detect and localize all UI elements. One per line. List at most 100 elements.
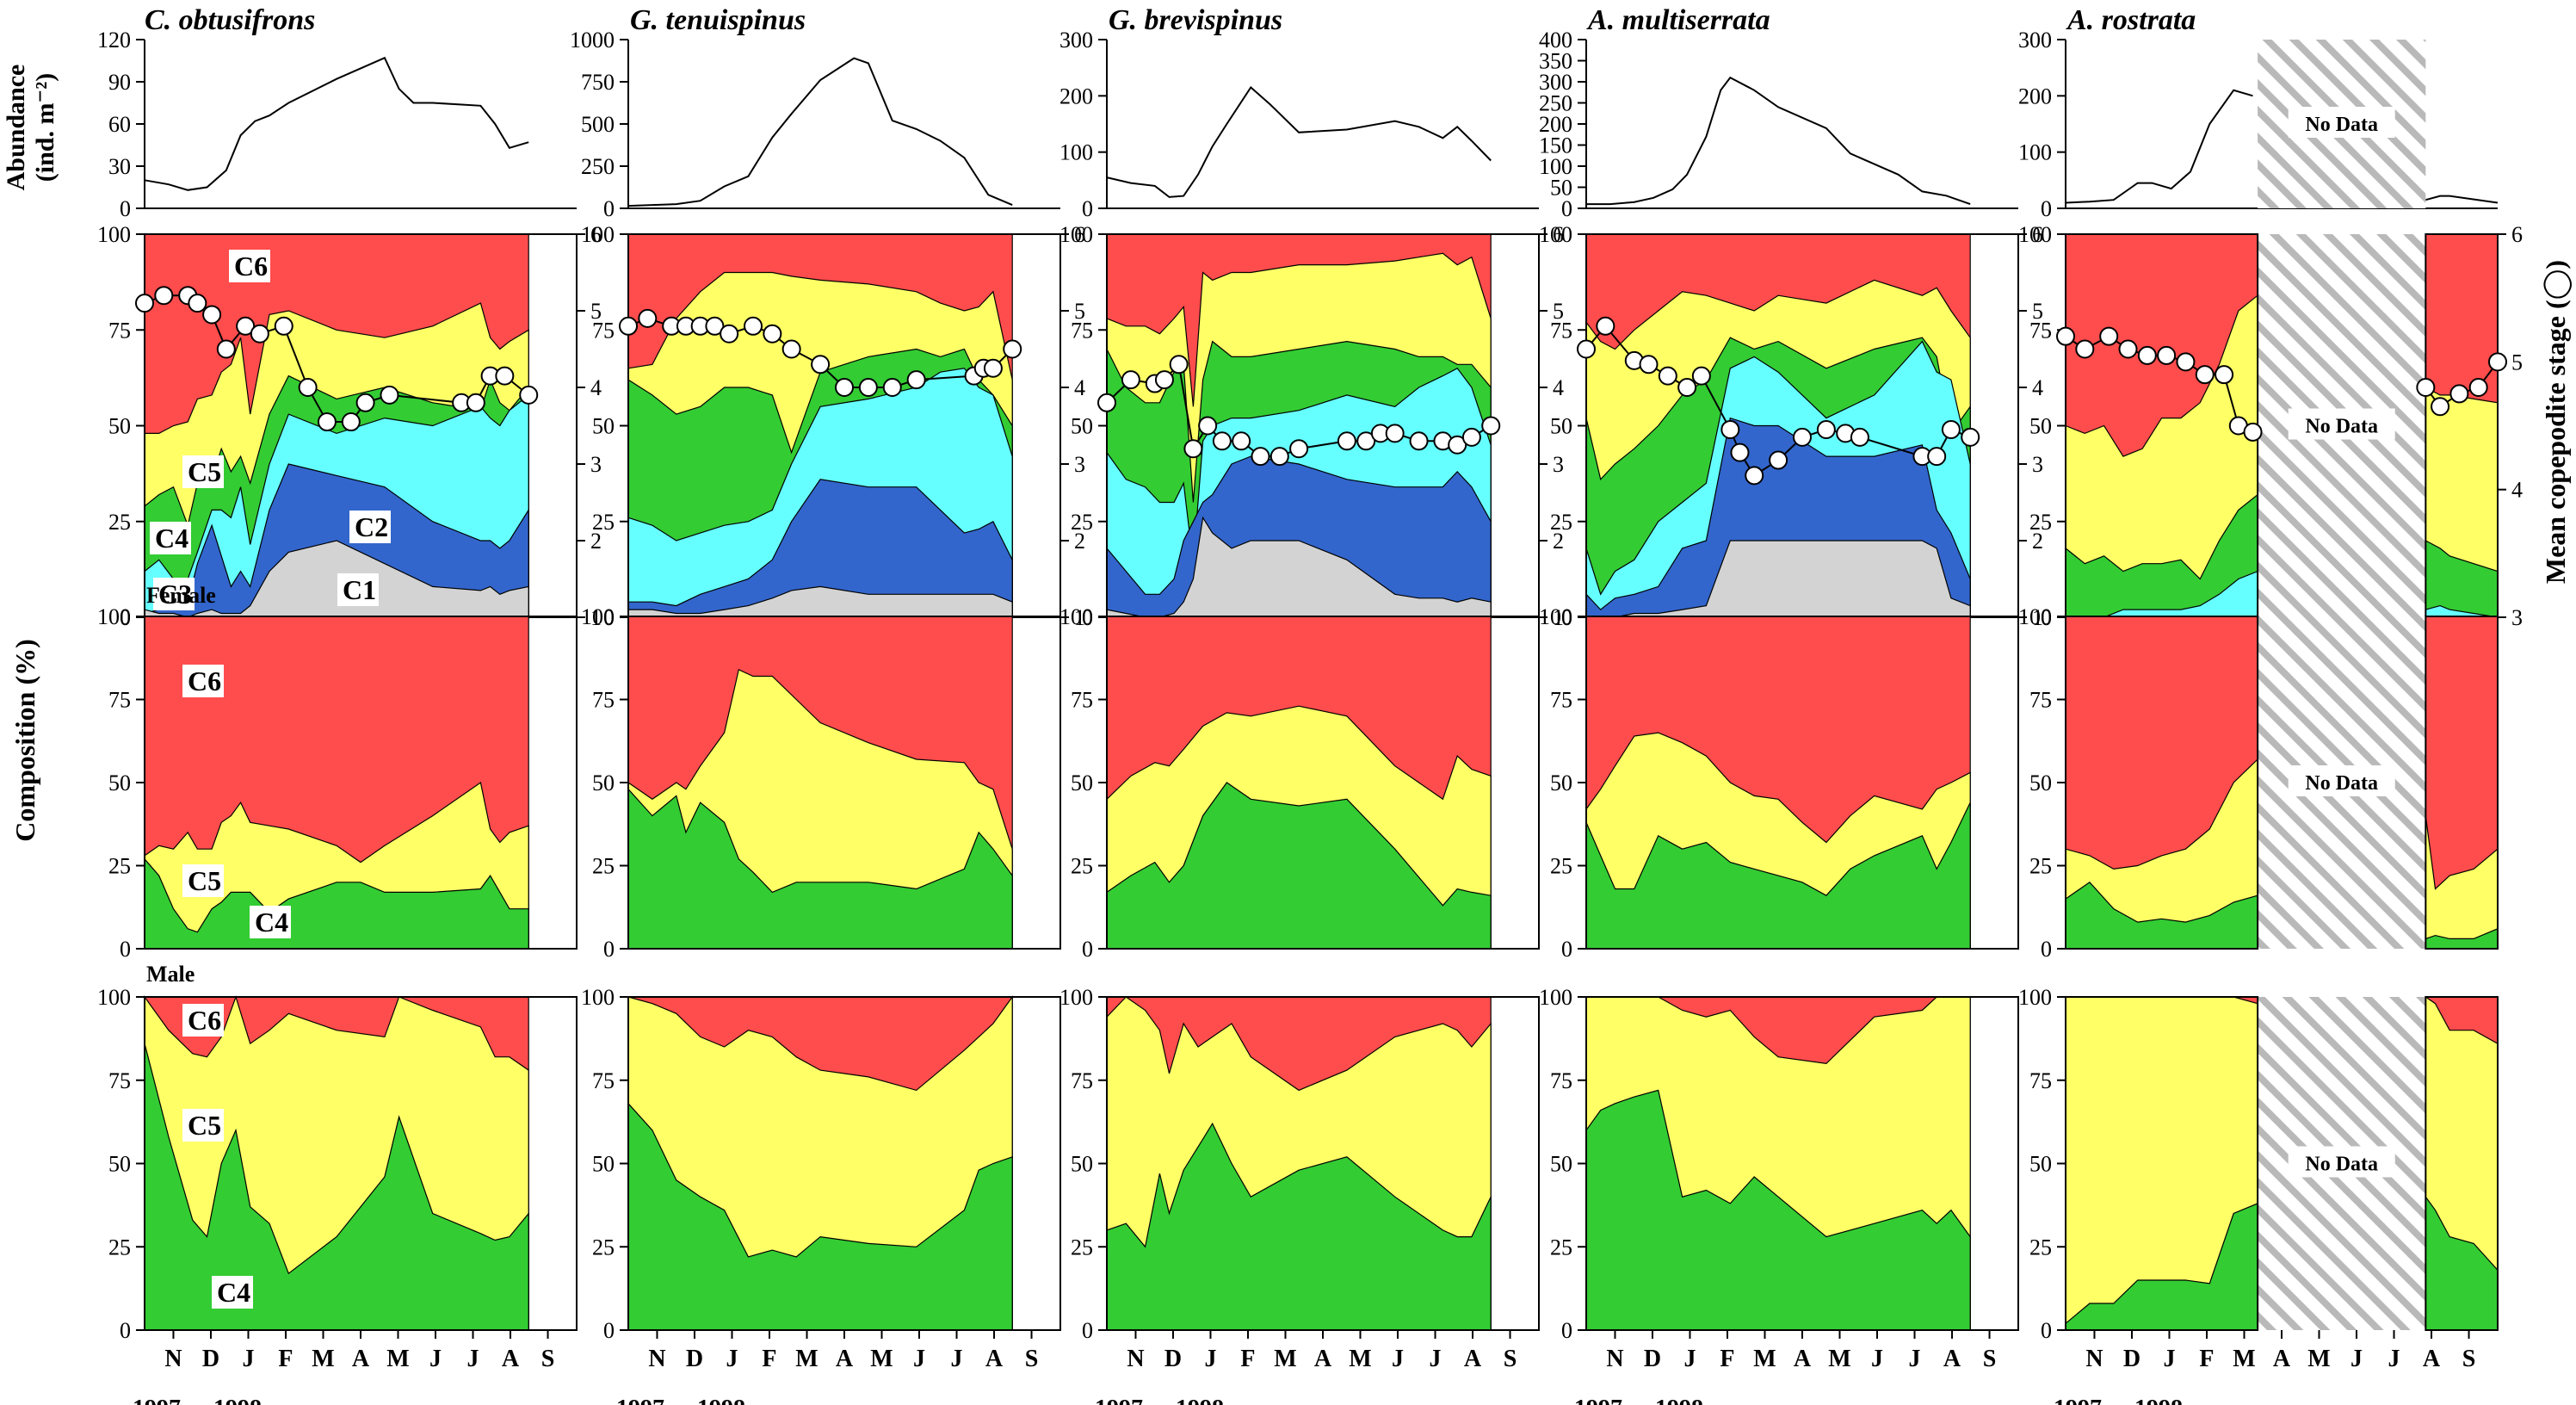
y2-tick-label: 4 xyxy=(1553,375,1564,400)
y-tick-label: 50 xyxy=(592,771,615,795)
y-tick-label: 0 xyxy=(2041,196,2052,221)
panel-frame xyxy=(2425,616,2499,950)
stage-label: C5 xyxy=(188,456,221,487)
month-label: S xyxy=(541,1346,555,1372)
month-label: S xyxy=(2462,1346,2476,1372)
stage-label: C6 xyxy=(188,665,221,696)
species-title: C. obtusifrons xyxy=(145,4,315,36)
no-data-label: No Data xyxy=(2305,416,2378,438)
y-tick-label: 0 xyxy=(603,196,615,221)
y-tick-label: 300 xyxy=(2018,28,2052,53)
female-label: Female xyxy=(146,583,216,608)
month-label: J xyxy=(1392,1346,1404,1372)
stack-all-3 xyxy=(1585,233,1971,618)
month-label: F xyxy=(1240,1346,1255,1372)
y-tick-label: 50 xyxy=(1550,414,1572,439)
abundance-line xyxy=(627,57,1013,207)
y-tick-label: 50 xyxy=(2029,771,2052,795)
stack-all-4-a xyxy=(2065,233,2258,618)
mean-stage-point xyxy=(1337,431,1356,451)
stage-label-bg xyxy=(182,665,224,697)
month-label: J xyxy=(1204,1346,1216,1372)
stage-label: C5 xyxy=(188,865,221,896)
composition-ylabel: Composition (%) xyxy=(9,639,40,842)
month-label: M xyxy=(1828,1346,1850,1372)
y-tick-label: 60 xyxy=(108,112,131,137)
y-tick-label: 100 xyxy=(1539,604,1572,629)
month-label: A xyxy=(1943,1346,1961,1372)
stage-label-bg xyxy=(212,1276,253,1309)
stage-label-bg xyxy=(182,1109,224,1142)
y-tick-label: 90 xyxy=(108,70,131,95)
y-tick-label: 100 xyxy=(581,604,615,629)
y2-tick-label: 6 xyxy=(590,222,602,247)
mean-stage-point xyxy=(619,316,638,336)
month-label: N xyxy=(648,1346,665,1372)
mean-stage-point xyxy=(1677,378,1697,397)
abundance-ylabel-units: (ind. m⁻²) xyxy=(31,73,59,183)
y-tick-label: 25 xyxy=(592,1235,615,1260)
month-label: A xyxy=(352,1346,370,1372)
mean-stage-point xyxy=(2099,326,2119,346)
y-tick-label: 25 xyxy=(108,1235,131,1260)
stage-label-bg xyxy=(153,578,195,610)
year-1997: 1997 xyxy=(616,1396,664,1405)
year-1998: 1998 xyxy=(213,1396,262,1405)
mean-stage-point xyxy=(1720,419,1740,439)
stack-all-0 xyxy=(144,233,529,618)
y-tick-label: 75 xyxy=(1550,688,1572,713)
y-tick-label: 100 xyxy=(581,985,615,1010)
y-tick-label: 100 xyxy=(1059,222,1093,247)
mean-stage-point xyxy=(811,355,831,374)
mean-stage-point xyxy=(355,393,375,412)
y-tick-label: 0 xyxy=(2041,605,2052,630)
y-tick-label: 75 xyxy=(2029,688,2052,713)
month-label: N xyxy=(1606,1346,1623,1372)
mean-stage-point xyxy=(1356,431,1376,451)
year-1997: 1997 xyxy=(2054,1396,2102,1405)
month-label: A xyxy=(1464,1346,1482,1372)
y2-tick-label: 2 xyxy=(2032,529,2043,554)
mean-stage-point xyxy=(250,324,269,344)
month-label: A xyxy=(2423,1346,2441,1372)
y2-tick-label: 5 xyxy=(2511,350,2523,374)
y-tick-label: 25 xyxy=(1550,510,1572,535)
stage-label-bg xyxy=(349,511,391,543)
mean-stage-point xyxy=(1658,366,1677,386)
label-C4-all: C4 xyxy=(150,522,191,554)
y2-tick-label: 3 xyxy=(2511,605,2523,630)
stack-all-1 xyxy=(627,233,1013,618)
month-label: A xyxy=(985,1346,1004,1372)
stage-label-bg xyxy=(229,250,270,282)
stack-male-1 xyxy=(627,995,1013,1331)
y-tick-label: 0 xyxy=(120,937,131,962)
mean-stage-point xyxy=(858,378,878,397)
mean-stage-point xyxy=(2075,339,2095,359)
y-tick-label: 750 xyxy=(581,70,615,95)
abundance-line xyxy=(1586,76,1971,206)
label-C1-all: C1 xyxy=(337,573,379,606)
month-label: A xyxy=(2273,1346,2291,1372)
mean-stage-point xyxy=(1793,427,1812,447)
y-tick-label: 0 xyxy=(2041,937,2052,962)
month-label: J xyxy=(913,1346,925,1372)
mean-stage-point xyxy=(317,412,337,432)
month-label: J xyxy=(2163,1346,2175,1372)
month-label: J xyxy=(1909,1346,1921,1372)
mean-stage-point xyxy=(1448,435,1467,455)
y2-tick-label: 6 xyxy=(2032,222,2043,247)
y-tick-label: 200 xyxy=(1539,112,1572,137)
y-tick-label: 50 xyxy=(592,1152,615,1177)
mean-stage-point xyxy=(2137,345,2157,365)
y-tick-label: 50 xyxy=(1550,176,1572,201)
stage-label-bg xyxy=(337,573,379,606)
year-1997: 1997 xyxy=(133,1396,181,1405)
month-label: N xyxy=(1127,1346,1144,1372)
mean-stage-point xyxy=(2157,345,2177,365)
y-tick-label: 0 xyxy=(1082,1318,1093,1343)
y2-tick-label: 4 xyxy=(1074,375,1085,400)
y2-tick-label: 4 xyxy=(2032,375,2043,400)
y-tick-label: 100 xyxy=(97,985,131,1010)
y-tick-label: 0 xyxy=(1561,1318,1572,1343)
mean-stage-point xyxy=(1183,439,1203,459)
